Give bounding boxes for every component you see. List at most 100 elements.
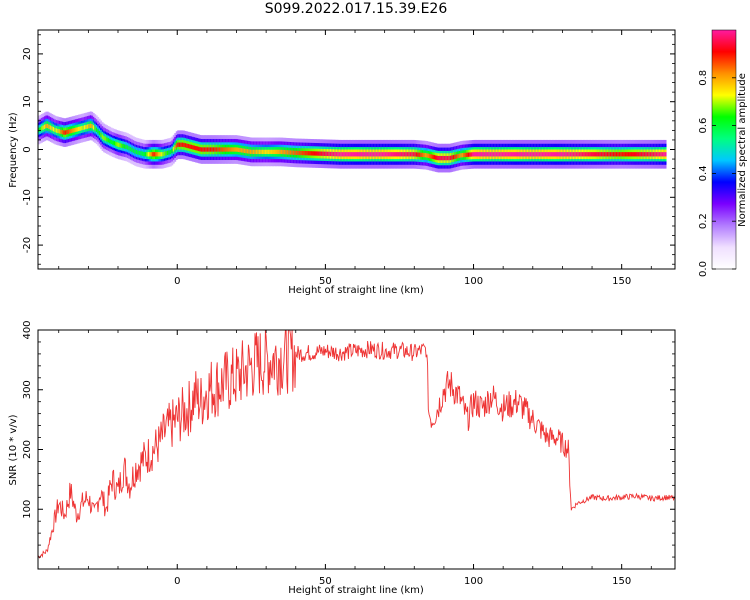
spectral-cell [48, 124, 51, 129]
spectral-cell [180, 142, 183, 147]
spectral-cell [494, 152, 497, 157]
spectral-cell [347, 152, 350, 157]
spectral-cell [602, 152, 605, 157]
spectral-cell [655, 152, 658, 157]
spectral-cell [126, 145, 129, 150]
colorbar-tick-label: 0.6 [698, 118, 709, 134]
spectrogram-x-label: Height of straight line (km) [288, 285, 424, 296]
spectral-cell [480, 152, 483, 157]
spectral-cell [586, 152, 588, 157]
spectral-cell [141, 151, 144, 156]
spectral-cell [232, 147, 234, 152]
spectral-cell [254, 149, 257, 155]
colorbar-ticks: 0.0 0.2 0.4 0.6 0.8 [698, 70, 736, 277]
spectral-cell [642, 152, 645, 157]
spectral-cell [193, 145, 196, 150]
spectral-cell [63, 130, 66, 135]
spectral-cell [252, 149, 255, 155]
spectral-cell [550, 152, 553, 157]
spectral-cell [260, 149, 263, 155]
spectral-cell [147, 152, 150, 157]
spectral-cell [553, 152, 556, 157]
spectral-cell [273, 149, 276, 155]
spectral-cell [486, 152, 489, 157]
spectral-cell [82, 125, 85, 130]
spectral-cell [169, 149, 172, 155]
spectral-cell [596, 152, 599, 157]
spectral-cell [556, 152, 559, 157]
spectral-cell [325, 151, 328, 156]
spectral-cell [184, 143, 187, 148]
spectral-cell [491, 152, 494, 157]
spectral-cell [589, 152, 591, 157]
spectral-cell [294, 150, 297, 155]
spectral-cell [593, 152, 596, 157]
spectral-cell [113, 141, 116, 146]
spectral-cell [463, 152, 466, 158]
spectral-cell [58, 129, 61, 134]
spectral-cell [477, 152, 480, 157]
spectral-cell [386, 152, 389, 157]
spectral-cell [298, 150, 301, 156]
spectral-cell [349, 152, 351, 157]
spectral-cell [226, 147, 229, 152]
colorbar-tick-label: 0.2 [698, 213, 709, 229]
spectral-cell [343, 152, 346, 157]
spectral-cell [49, 125, 52, 130]
spectral-cell [329, 151, 332, 157]
spectral-cell [120, 143, 123, 148]
spectral-cell [624, 152, 627, 157]
spectral-cell [632, 152, 634, 157]
spectral-cell [66, 130, 69, 135]
spectral-cell [337, 152, 340, 157]
spectral-cell [555, 152, 557, 157]
spectral-cell [45, 123, 48, 129]
spectral-cell [144, 152, 147, 157]
spectral-cell [592, 152, 594, 157]
spectral-cell [275, 149, 277, 155]
spectral-cell [276, 149, 279, 155]
spectral-cell [245, 148, 248, 154]
spectral-cell [414, 152, 417, 157]
spectral-cell [237, 147, 240, 153]
spectral-cell [211, 147, 214, 152]
spectral-cell [387, 152, 390, 157]
spectral-cell [421, 152, 424, 158]
spectral-cell [374, 152, 377, 157]
spectral-cell [429, 153, 431, 159]
spectral-cell [606, 152, 609, 157]
spectral-cell [322, 151, 325, 156]
spectral-cell [580, 152, 583, 157]
spectral-cell [451, 155, 454, 160]
spectral-cell [73, 128, 76, 133]
spectral-cell [315, 151, 317, 156]
x-tick-label: 0 [174, 276, 180, 287]
spectral-cell [40, 126, 43, 131]
spectral-cell [469, 152, 471, 157]
spectral-cell [181, 142, 184, 147]
spectral-cell [344, 152, 347, 157]
x-tick-label: 150 [612, 576, 631, 587]
spectral-cell [140, 151, 143, 156]
spectral-cell [159, 152, 162, 157]
spectral-cell [264, 149, 267, 155]
spectral-cell [128, 146, 131, 151]
spectral-cell [378, 152, 381, 157]
spectral-cell [317, 151, 320, 156]
spectral-cell [445, 155, 448, 161]
spectral-cell [599, 152, 602, 157]
spectral-cell [627, 152, 630, 157]
spectral-cell [279, 149, 282, 155]
spectral-cell [360, 152, 363, 157]
spectral-cell [614, 152, 617, 157]
spectral-cell [581, 152, 584, 157]
y-tick-label: 20 [22, 48, 33, 61]
spectral-cell [292, 150, 295, 155]
spectral-cell [399, 152, 402, 157]
spectral-cell [153, 152, 156, 157]
spectral-cell [172, 147, 175, 152]
spectral-cell [411, 152, 414, 157]
spectral-cell [157, 152, 160, 157]
spectral-cell [134, 149, 137, 154]
spectral-cell [356, 152, 359, 157]
